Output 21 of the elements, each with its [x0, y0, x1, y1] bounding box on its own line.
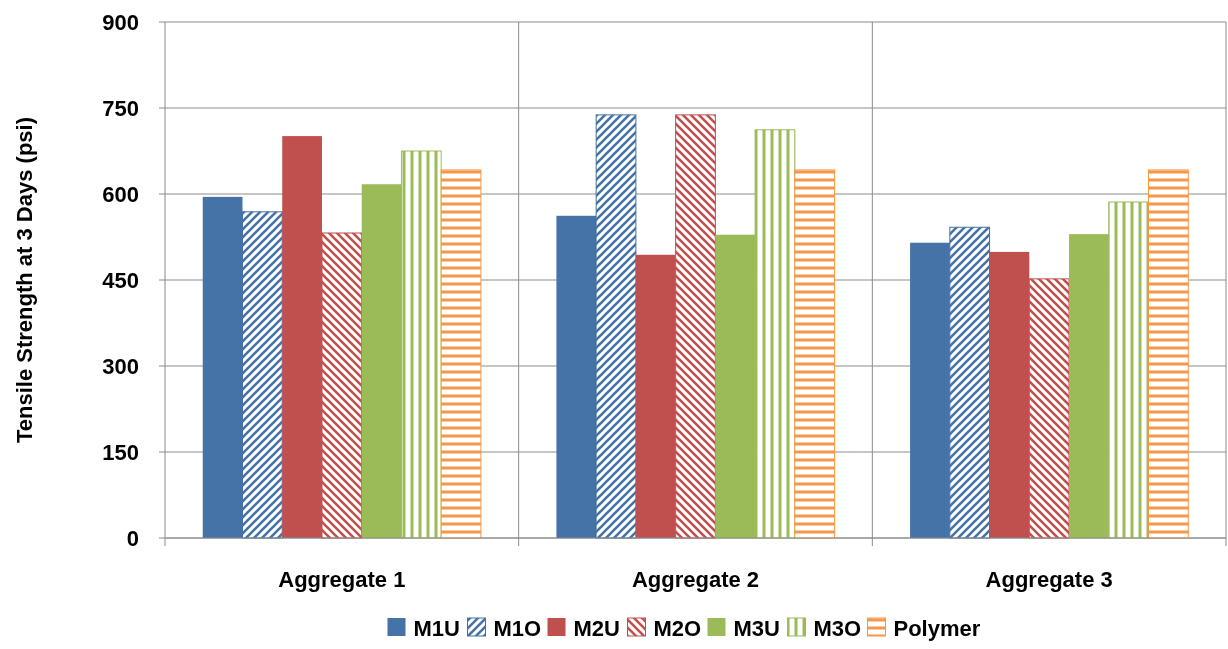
- y-tick-label: 600: [102, 181, 139, 207]
- y-tick-label: 0: [126, 525, 139, 551]
- x-tick-label: Aggregate 1: [278, 567, 406, 592]
- legend-label: M3U: [733, 615, 780, 641]
- bar: [1148, 169, 1189, 539]
- y-axis-title: Tensile Strength at 3 Days (psi): [12, 116, 37, 444]
- y-tick-label: 300: [102, 353, 139, 379]
- bar: [440, 169, 482, 539]
- x-tick-label: Aggregate 2: [631, 567, 760, 592]
- y-tick-label: 150: [102, 439, 139, 465]
- legend-label: M3O: [813, 615, 862, 641]
- legend-label: M2U: [573, 615, 620, 641]
- legend-label: M1O: [493, 615, 542, 641]
- y-tick-label: 450: [102, 267, 139, 293]
- y-tick-label: 900: [102, 9, 139, 35]
- bar: [794, 169, 836, 539]
- x-tick-label: Aggregate 3: [985, 567, 1113, 592]
- legend-label: M2O: [653, 615, 702, 641]
- y-tick-label: 750: [102, 95, 139, 121]
- legend-label: M1U: [413, 615, 460, 641]
- legend-label: Polymer: [893, 615, 981, 641]
